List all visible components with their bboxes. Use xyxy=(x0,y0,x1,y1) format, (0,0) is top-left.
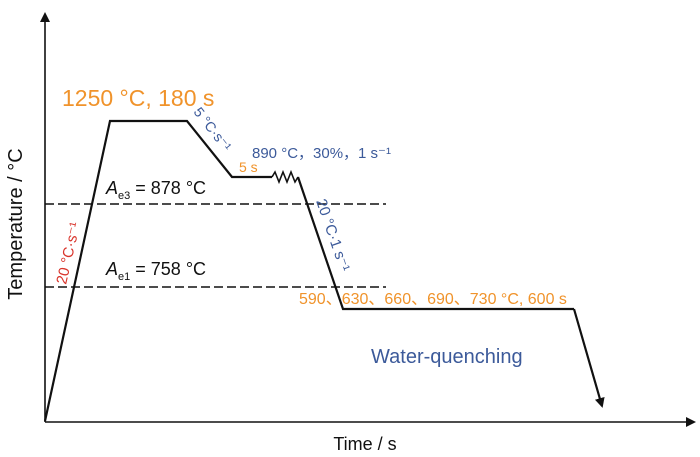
ae1-value: = 758 °C xyxy=(130,259,206,279)
isothermal-label: 590、630、660、690、730 °C, 600 s xyxy=(299,291,567,308)
deformation-zigzag xyxy=(271,169,299,185)
ae3-subscript: e3 xyxy=(118,190,130,202)
ae1-subscript: e1 xyxy=(118,271,130,283)
heat-rate-label: 20 °C·s⁻¹ xyxy=(53,221,84,286)
ae1-label: Ae1 = 758 °C xyxy=(105,259,206,283)
deform-hold-label: 5 s xyxy=(239,159,258,175)
ae1-symbol: A xyxy=(105,259,118,279)
quench-arrow xyxy=(572,308,605,408)
x-axis-label: Time / s xyxy=(333,434,396,454)
ae3-value: = 878 °C xyxy=(130,178,206,198)
cool1-rate-label: 5 °C·s⁻¹ xyxy=(191,104,235,154)
deform-params-label: 890 °C，30%，1 s⁻¹ xyxy=(252,145,391,162)
thermal-path xyxy=(43,119,272,422)
quench-label: Water-quenching xyxy=(371,346,523,368)
ae3-symbol: A xyxy=(105,178,118,198)
soak-label: 1250 °C, 180 s xyxy=(62,85,214,111)
y-axis-label: Temperature / °C xyxy=(5,148,27,299)
thermal-path-cooling xyxy=(296,176,574,311)
ae3-label: Ae3 = 878 °C xyxy=(105,178,206,202)
